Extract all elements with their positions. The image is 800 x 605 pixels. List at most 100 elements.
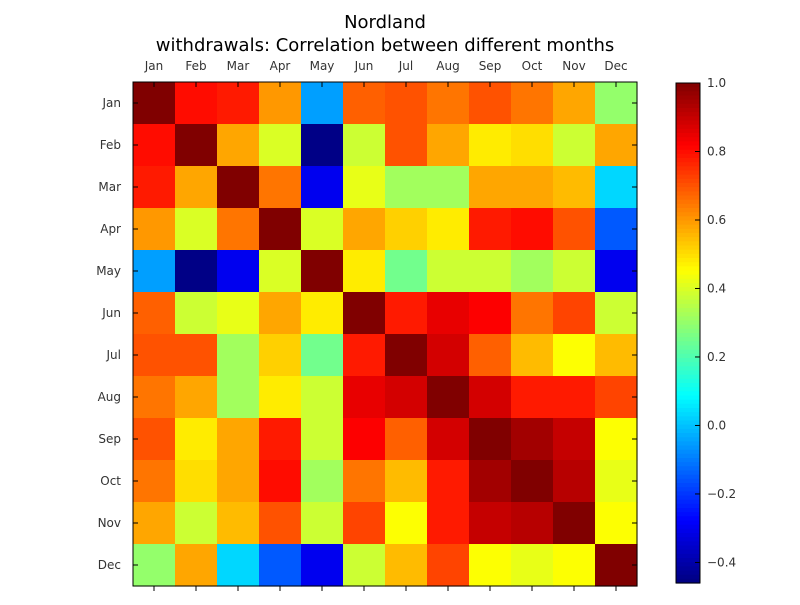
colorbar-segment <box>676 287 700 292</box>
heatmap-cell-aug-nov <box>553 376 596 419</box>
heatmap-cell-apr-aug <box>427 208 470 251</box>
heatmap-cell-jan-jul <box>385 82 428 125</box>
colorbar-segment <box>676 178 700 184</box>
colorbar-segment <box>676 253 700 259</box>
heatmap-cell-feb-may <box>301 124 344 167</box>
heatmap-cell-jul-sep <box>469 334 512 377</box>
heatmap-cell-apr-oct <box>511 208 554 251</box>
colorbar-segment <box>676 553 700 559</box>
colorbar-tick-label: 0.8 <box>707 144 726 158</box>
heatmap-cell-jul-nov <box>553 334 596 377</box>
colorbar-segment <box>676 145 700 151</box>
heatmap-cell-may-dec <box>595 250 638 293</box>
colorbar-segment <box>676 199 700 205</box>
heatmap-cell-jan-aug <box>427 82 470 125</box>
colorbar-segment <box>676 266 700 272</box>
colorbar-segment <box>676 133 700 138</box>
colorbar-segment <box>676 566 700 572</box>
colorbar-segment <box>676 562 700 567</box>
heatmap-cell-apr-may <box>301 208 344 251</box>
colorbar-segment <box>676 87 700 92</box>
heatmap-cell-nov-feb <box>175 502 218 545</box>
x-tick-label-may: May <box>310 59 335 73</box>
colorbar-segment <box>676 433 700 438</box>
colorbar-segment <box>676 333 700 338</box>
heatmap-cell-dec-jan <box>133 544 176 587</box>
heatmap-cell-jun-aug <box>427 292 470 335</box>
colorbar-segment <box>676 208 700 213</box>
heatmap-cell-may-jul <box>385 250 428 293</box>
colorbar-segment <box>676 95 700 101</box>
colorbar-segment <box>676 233 700 238</box>
y-tick-label-feb: Feb <box>100 138 121 152</box>
heatmap-cell-jan-may <box>301 82 344 125</box>
heatmap-cell-jul-jan <box>133 334 176 377</box>
y-tick-label-sep: Sep <box>98 432 121 446</box>
heatmap-cell-sep-dec <box>595 418 638 461</box>
heatmap-cell-sep-feb <box>175 418 218 461</box>
colorbar-segment <box>676 128 700 134</box>
colorbar-segment <box>676 570 700 576</box>
heatmap-cell-nov-mar <box>217 502 260 545</box>
heatmap-cell-mar-aug <box>427 166 470 209</box>
heatmap-cell-aug-jul <box>385 376 428 419</box>
colorbar-segment <box>676 183 700 188</box>
heatmap-cell-may-apr <box>259 250 302 293</box>
heatmap-cell-jun-may <box>301 292 344 335</box>
heatmap-cell-dec-apr <box>259 544 302 587</box>
heatmap-cell-jun-nov <box>553 292 596 335</box>
heatmap-cell-feb-sep <box>469 124 512 167</box>
heatmap-cell-aug-may <box>301 376 344 419</box>
heatmap-cell-apr-apr <box>259 208 302 251</box>
colorbar-segment <box>676 108 700 113</box>
heatmap-cell-dec-may <box>301 544 344 587</box>
colorbar-tick-label: 1.0 <box>707 76 726 90</box>
colorbar-segment <box>676 487 700 492</box>
colorbar-segment <box>676 541 700 547</box>
colorbar-segment <box>676 312 700 317</box>
colorbar-segment <box>676 174 700 180</box>
y-tick-label-apr: Apr <box>100 222 121 236</box>
heatmap-cell-mar-jul <box>385 166 428 209</box>
heatmap-cell-apr-jan <box>133 208 176 251</box>
colorbar-segment <box>676 499 700 505</box>
colorbar-segment <box>676 503 700 509</box>
heatmap-cell-mar-may <box>301 166 344 209</box>
heatmap-cell-feb-jul <box>385 124 428 167</box>
x-axis-ticks: Jan Feb Mar Apr May Jun Jul Aug Sep Oct Nov Dec <box>144 59 628 591</box>
heatmap-cell-jan-jun <box>343 82 386 125</box>
chart-title: Nordland <box>344 12 426 33</box>
colorbar-segment <box>676 549 700 555</box>
colorbar-segment <box>676 337 700 342</box>
colorbar-segment <box>676 270 700 276</box>
heatmap-cells <box>133 82 638 587</box>
x-tick-label-mar: Mar <box>227 59 250 73</box>
colorbar-segment <box>676 245 700 251</box>
heatmap-cell-aug-apr <box>259 376 302 419</box>
colorbar-segment <box>676 274 700 280</box>
colorbar-segment <box>676 162 700 167</box>
colorbar-segment <box>676 491 700 497</box>
colorbar-segment <box>676 341 700 347</box>
heatmap-cell-dec-jun <box>343 544 386 587</box>
colorbar-segment <box>676 324 700 330</box>
x-tick-label-jun: Jun <box>354 59 374 73</box>
heatmap-cell-mar-apr <box>259 166 302 209</box>
heatmap-cell-feb-feb <box>175 124 218 167</box>
heatmap-cell-jun-jun <box>343 292 386 335</box>
colorbar-segment <box>676 83 700 88</box>
x-tick-label-sep: Sep <box>479 59 502 73</box>
heatmap-cell-may-mar <box>217 250 260 293</box>
colorbar-segment <box>676 149 700 155</box>
x-tick-label-nov: Nov <box>562 59 585 73</box>
colorbar-segment <box>676 537 700 542</box>
heatmap-cell-nov-jul <box>385 502 428 545</box>
colorbar-segment <box>676 353 700 359</box>
colorbar-segment <box>676 241 700 247</box>
colorbar-segment <box>676 378 700 384</box>
heatmap-cell-oct-jun <box>343 460 386 503</box>
colorbar-segment <box>676 574 700 580</box>
colorbar-segment <box>676 120 700 126</box>
colorbar-segment <box>676 408 700 413</box>
heatmap-cell-oct-apr <box>259 460 302 503</box>
